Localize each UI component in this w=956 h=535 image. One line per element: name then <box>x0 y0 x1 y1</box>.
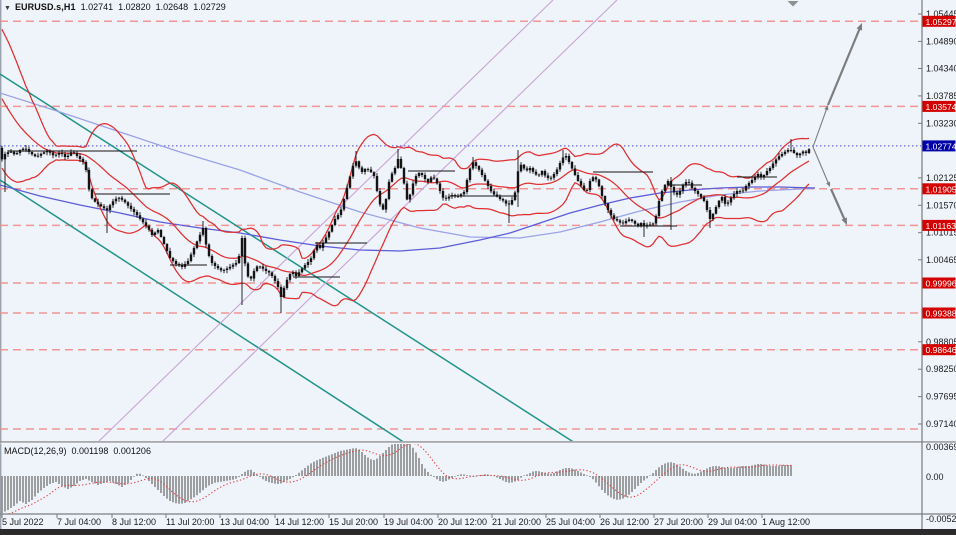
price-tick-label: 1.00465 <box>926 255 956 265</box>
time-tick-label: 5 Jul 2022 <box>2 517 44 527</box>
time-tick-label: 13 Jul 04:00 <box>220 517 269 527</box>
time-tick-label: 7 Jul 04:00 <box>57 517 101 527</box>
current-price-label <box>922 140 956 152</box>
autoscroll-marker-icon[interactable] <box>787 1 799 7</box>
macd-histogram <box>1 444 792 513</box>
level-price-label <box>922 277 956 289</box>
price-tick-label: 0.98250 <box>926 364 956 374</box>
level-price-label <box>922 344 956 356</box>
level-price-label-text: 0.99388 <box>926 309 956 319</box>
candlesticks <box>0 139 811 313</box>
macd-tick-label: 0.003696 <box>926 442 956 452</box>
price-tick-label: 1.03785 <box>926 91 956 101</box>
time-tick-label: 26 Jul 12:00 <box>600 517 649 527</box>
time-tick-label: 29 Jul 04:00 <box>708 517 757 527</box>
window-bottom-edge <box>0 529 956 535</box>
level-price-label-text: 1.03574 <box>926 102 956 112</box>
level-price-label <box>922 183 956 195</box>
level-price-label <box>922 307 956 319</box>
level-price-label-text: 1.01905 <box>926 184 956 194</box>
level-price-label <box>922 219 956 231</box>
price-tick-label: 1.04890 <box>926 36 956 46</box>
current-price-label-text: 1.02774 <box>926 141 956 151</box>
macd-signal-line <box>6 444 791 514</box>
time-tick-label: 15 Jul 20:00 <box>329 517 378 527</box>
window-left-edge <box>0 0 2 535</box>
level-price-label-text: 1.01163 <box>926 221 956 231</box>
price-tick-label: 0.97140 <box>926 419 956 429</box>
price-tick-label: 1.01570 <box>926 200 956 210</box>
ma-lavender <box>0 92 816 239</box>
macd-panel[interactable] <box>1 440 792 516</box>
price-tick-label: 1.04340 <box>926 64 956 74</box>
time-tick-label: 19 Jul 04:00 <box>384 517 433 527</box>
bollinger-bands <box>1 29 810 307</box>
price-tick-label: 0.97695 <box>926 392 956 402</box>
time-tick-label: 8 Jul 12:00 <box>112 517 156 527</box>
time-tick-label: 20 Jul 12:00 <box>438 517 487 527</box>
price-tick-label: 1.05445 <box>926 9 956 19</box>
price-tick-label: 0.98805 <box>926 337 956 347</box>
price-tick-label: 1.01015 <box>926 228 956 238</box>
time-tick-label: 21 Jul 20:00 <box>492 517 541 527</box>
level-price-label-text: 0.98646 <box>926 345 956 355</box>
level-price-label-text: 1.05297 <box>926 17 956 27</box>
price-axis[interactable]: 1.05445 1.04890 1.04340 1.03785 1.03230 1.021… <box>918 0 956 529</box>
time-axis[interactable]: 5 Jul 2022 7 Jul 04:00 8 Jul 12:00 11 Jul 2… <box>1 514 810 527</box>
time-tick-label: 1 Aug 12:00 <box>762 517 810 527</box>
projection-arrows[interactable] <box>812 23 863 225</box>
macd-tick-label: -0.00527 <box>926 514 956 524</box>
level-price-label-text: 0.99996 <box>926 279 956 289</box>
time-tick-label: 25 Jul 04:00 <box>546 517 595 527</box>
time-tick-label: 27 Jul 20:00 <box>654 517 703 527</box>
price-tick-label: 1.03230 <box>926 118 956 128</box>
price-tick-label: 1.02125 <box>926 173 956 183</box>
sr-level-lines <box>0 20 921 430</box>
level-price-label <box>922 100 956 112</box>
time-tick-label: 14 Jul 12:00 <box>275 517 324 527</box>
level-price-label <box>922 15 956 27</box>
trendlines[interactable] <box>0 0 618 443</box>
time-tick-label: 11 Jul 20:00 <box>166 517 214 527</box>
macd-tick-label: 0.00 <box>926 472 944 482</box>
